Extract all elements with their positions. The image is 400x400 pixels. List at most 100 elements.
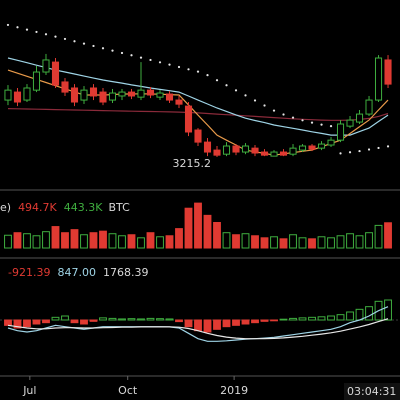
volume-bar	[260, 237, 269, 249]
candle-body	[317, 143, 326, 149]
macd-histogram-bar	[260, 319, 269, 322]
indicator-dot	[187, 68, 190, 71]
candle-body	[346, 119, 354, 127]
candle-body	[165, 93, 174, 101]
volume-bar	[289, 234, 297, 249]
indicator-dot	[63, 37, 67, 41]
candle-body	[260, 151, 269, 156]
macd-histogram-bar	[89, 319, 98, 322]
macd-histogram-bar	[80, 319, 88, 325]
indicator-dot	[320, 123, 323, 126]
indicator-dot	[101, 47, 105, 50]
candle-body	[13, 91, 22, 103]
candle-body	[70, 87, 79, 103]
candle-body	[108, 92, 117, 101]
volume-bar	[80, 234, 88, 249]
macd-histogram-bar	[146, 317, 155, 321]
indicator-dot	[149, 58, 152, 62]
macd-histogram-bar	[156, 318, 164, 321]
macd-histogram-bar	[118, 318, 126, 321]
indicator-dot	[196, 70, 200, 73]
candle-body	[175, 99, 183, 105]
volume-bar	[13, 232, 22, 249]
indicator-dot	[263, 104, 266, 107]
candle-body	[42, 59, 50, 73]
status-unit: BTC	[109, 201, 131, 214]
candle-body	[365, 99, 373, 115]
status-prefix: e)	[0, 201, 11, 214]
volume-bar	[146, 232, 155, 249]
candle-body	[241, 145, 250, 153]
indicator-dot	[253, 99, 257, 102]
status-value: 494.7K	[18, 201, 57, 214]
candle-body	[146, 89, 155, 96]
candle-body	[213, 149, 221, 156]
volume-bar	[346, 233, 354, 249]
volume-bar	[317, 236, 326, 249]
indicator-dot	[73, 40, 76, 43]
indicator-dot	[329, 125, 333, 128]
indicator-dot	[234, 89, 238, 92]
volume-bar	[165, 235, 174, 249]
volume-bar	[279, 238, 288, 249]
candle-body	[355, 113, 364, 123]
macd-histogram-bar	[108, 317, 117, 321]
indicator-dot	[158, 61, 162, 64]
candle-body	[232, 145, 240, 153]
macd-histogram-bar	[137, 318, 145, 321]
candle-body	[289, 147, 297, 155]
indicator-dot	[130, 54, 133, 57]
macd-histogram-bar	[203, 319, 212, 333]
indicator-dot	[348, 151, 352, 154]
candle-body	[384, 59, 392, 85]
macd-histogram-bar	[279, 318, 288, 321]
macd-histogram-bar	[289, 317, 297, 321]
candle-body	[251, 147, 259, 154]
macd-histogram-bar	[232, 319, 240, 326]
candle-body	[156, 92, 164, 98]
indicator-dot	[282, 113, 285, 116]
indicator-dot	[168, 63, 171, 66]
volume-bar	[127, 234, 136, 249]
candle-body	[194, 129, 202, 143]
volume-bar	[213, 222, 221, 249]
indicator-dot	[25, 28, 29, 31]
indicator-dot	[206, 74, 209, 77]
volume-bar	[194, 202, 202, 249]
candle-body	[137, 89, 145, 98]
macd-histogram-bar	[298, 317, 307, 321]
macd-histogram-bar	[365, 306, 373, 321]
indicator-dot	[310, 121, 314, 124]
indicator-dot	[82, 42, 86, 45]
macd-histogram-bar	[51, 316, 60, 321]
volume-bar	[384, 222, 392, 249]
volume-bar	[327, 237, 335, 249]
macd-histogram-bar	[336, 314, 345, 321]
volume-bar	[355, 235, 364, 249]
macd-histogram-bar	[308, 316, 316, 321]
macd-histogram-bar	[213, 319, 221, 330]
indicator-dot	[367, 148, 371, 151]
macd-line	[7, 318, 389, 340]
volume-bar	[23, 233, 31, 249]
volume-bar	[241, 233, 250, 249]
macd-histogram-bar	[270, 319, 278, 322]
candle-body	[99, 91, 107, 103]
moving-average	[7, 108, 389, 121]
macd-histogram-bar	[99, 317, 107, 321]
volume-bar	[298, 237, 307, 249]
macd-histogram-bar	[165, 318, 174, 321]
candle-body	[279, 151, 288, 156]
candle-body	[336, 123, 345, 141]
volume-bar	[203, 214, 212, 249]
candle-body	[308, 145, 316, 150]
x-tick-label: 2019	[220, 384, 248, 397]
volume-bar	[232, 234, 240, 249]
candle-body	[127, 91, 136, 97]
indicator-dot	[301, 119, 304, 122]
volume-bar	[308, 238, 316, 249]
volume-bar	[137, 237, 145, 249]
macd-histogram-bar	[184, 319, 193, 328]
